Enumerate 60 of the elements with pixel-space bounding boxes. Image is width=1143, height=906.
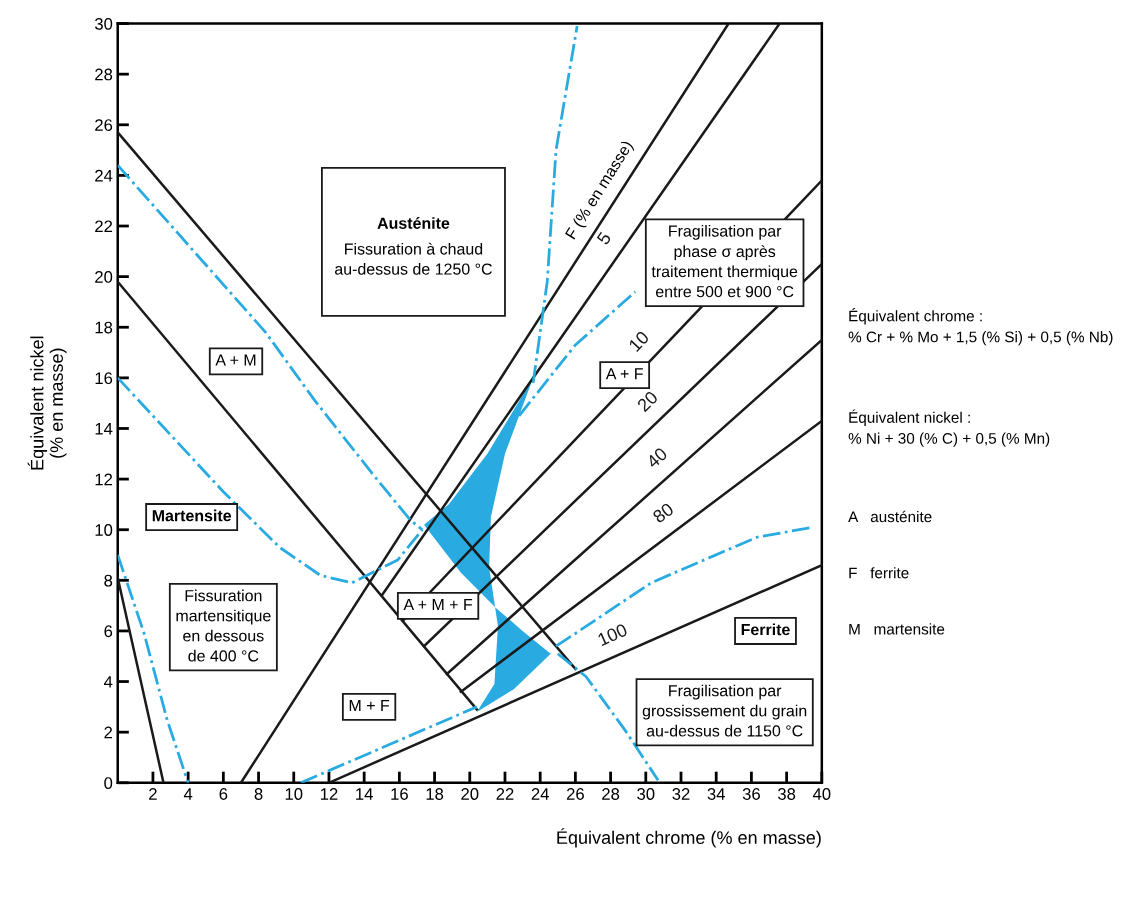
- text: 80: [651, 502, 675, 524]
- x-tick-label: 16: [391, 788, 408, 800]
- y-tick-label: 16: [95, 372, 113, 385]
- x-tick-label: 12: [320, 788, 338, 800]
- y-tick-label: 6: [104, 625, 113, 638]
- x-tick-label: 36: [742, 788, 760, 800]
- x-tick-label: 2: [149, 788, 157, 800]
- x-axis-title: Équivalent chrome (% en masse): [557, 828, 821, 848]
- x-tick-label: 38: [777, 788, 796, 800]
- y-tick-label: 18: [95, 321, 113, 334]
- y-tick-label: 24: [95, 169, 113, 182]
- x-tick-label: 4: [183, 788, 193, 800]
- y-tick-label: 0: [104, 777, 113, 789]
- y-tick-label: 26: [95, 119, 113, 131]
- annotation: Martensite: [152, 509, 232, 522]
- x-tick-label: 20: [461, 788, 479, 800]
- x-tick-label: 8: [254, 788, 263, 800]
- x-tick-label: 28: [602, 788, 620, 800]
- annotation: Fragilisation par grossissement du grain au-dessus de 1150 °C: [642, 684, 807, 737]
- annotation: A + M + F: [403, 599, 473, 611]
- x-tick-label: 32: [672, 788, 690, 800]
- x-tick-label: 6: [219, 788, 228, 800]
- text: M martensite: [849, 623, 945, 635]
- text: 40: [645, 446, 669, 469]
- x-tick-label: 26: [566, 788, 584, 800]
- y-tick-label: 20: [95, 271, 113, 283]
- x-tick-label: 22: [496, 788, 514, 800]
- y-tick-label: 28: [95, 68, 113, 81]
- y-axis-title: Équivalent nickel (% en masse): [27, 336, 67, 470]
- annotation: Fissuration martensitique en dessous de 400 °C: [176, 589, 271, 662]
- x-tick-label: 40: [812, 788, 831, 800]
- text: Équivalent chrome : % Cr + % Mo + 1,5 (% Si) + 0,5 (% Nb): [848, 308, 1113, 346]
- annotation: Austénite: [377, 217, 450, 229]
- annotation: Fissuration à chaud au-dessus de 1250 °C: [335, 242, 492, 275]
- text: Équivalent nickel : % Ni + 30 (% C) + 0,5 (% Mn): [848, 409, 1050, 447]
- legend-label: 20: [636, 390, 659, 413]
- annotation: M + F: [349, 700, 390, 711]
- y-tick-label: 12: [95, 473, 113, 486]
- x-tick-label: 14: [356, 788, 373, 800]
- x-tick-label: 34: [707, 788, 725, 800]
- y-tick-label: 22: [95, 220, 113, 233]
- x-tick-label: 24: [531, 788, 549, 800]
- annotation: Ferrite: [741, 623, 790, 636]
- x-tick-label: 30: [637, 788, 655, 800]
- text: F ferrite: [849, 567, 909, 579]
- text: 5: [596, 231, 612, 246]
- text: A austénite: [848, 510, 932, 523]
- x-tick-label: 18: [426, 788, 444, 800]
- y-tick-label: 30: [94, 17, 113, 30]
- text: 100: [597, 623, 629, 647]
- x-tick-label: 10: [285, 788, 303, 800]
- annotation: A + M: [215, 354, 256, 366]
- y-tick-label: 2: [104, 726, 113, 739]
- y-tick-label: 8: [104, 574, 113, 587]
- annotation: A + F: [605, 368, 643, 380]
- annotation: Fragilisation par phase σ après traitement thermique entre 500 et 900 °C: [651, 224, 798, 298]
- y-tick-label: 10: [95, 524, 113, 536]
- y-tick-label: 4: [103, 676, 113, 688]
- text: 10: [628, 330, 650, 353]
- y-tick-label: 14: [95, 423, 113, 435]
